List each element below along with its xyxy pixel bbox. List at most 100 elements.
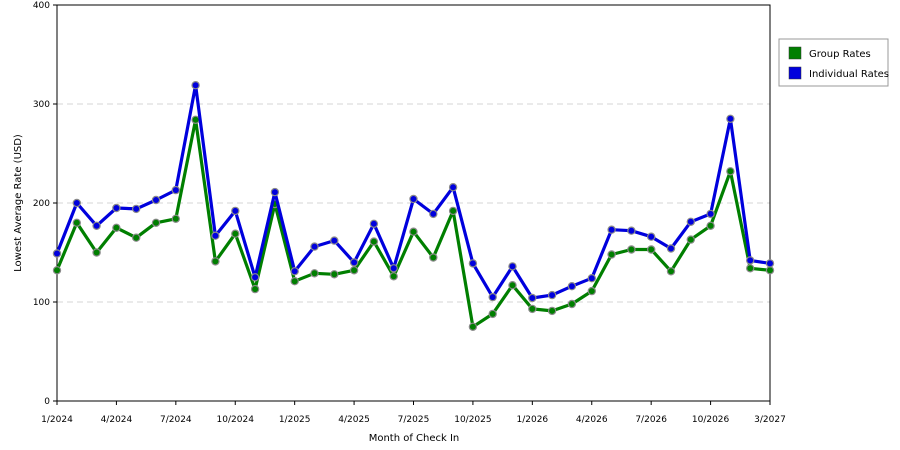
data-point-group-rates (171, 214, 180, 223)
y-tick-label: 0 (44, 397, 50, 407)
gridlines (57, 103, 770, 303)
data-point-individual-rates (706, 209, 715, 219)
data-point-individual-rates (191, 80, 200, 90)
x-tick-label: 7/2025 (398, 415, 430, 425)
x-tick-label: 7/2024 (160, 415, 192, 425)
data-point-individual-rates (112, 203, 121, 213)
x-tick-label: 7/2026 (635, 415, 667, 425)
x-tick-label: 10/2026 (692, 415, 730, 425)
x-tick-label: 1/2024 (41, 415, 73, 425)
data-point-group-rates (726, 167, 735, 176)
data-point-group-rates (647, 245, 656, 254)
legend-label-individual-rates: Individual Rates (809, 69, 889, 80)
series-individual-rates (52, 80, 775, 303)
data-point-individual-rates (171, 185, 180, 195)
y-tick-label: 200 (33, 199, 50, 209)
data-point-group-rates (508, 281, 517, 290)
data-point-individual-rates (211, 231, 220, 240)
data-point-group-rates (112, 223, 121, 232)
data-point-individual-rates (627, 226, 636, 235)
x-tick-label: 1/2025 (279, 415, 311, 425)
data-point-individual-rates (92, 221, 101, 230)
data-point-group-rates (765, 266, 775, 275)
data-point-group-rates (627, 245, 636, 254)
data-point-individual-rates (666, 244, 676, 253)
data-point-individual-rates (72, 198, 82, 208)
x-tick-label: 3/2027 (754, 415, 786, 425)
legend-swatch-individual-rates (788, 66, 802, 80)
data-point-individual-rates (409, 194, 418, 204)
data-point-group-rates (191, 115, 200, 125)
legend-swatch-group-rates (788, 46, 802, 60)
data-point-individual-rates (448, 182, 458, 192)
data-point-group-rates (231, 229, 240, 238)
data-point-group-rates (706, 221, 715, 230)
data-point-group-rates (131, 233, 141, 242)
data-point-individual-rates (508, 262, 517, 271)
x-tick-label: 10/2024 (217, 415, 255, 425)
data-point-group-rates (528, 304, 537, 314)
data-point-group-rates (567, 299, 577, 309)
x-tick-label: 4/2025 (338, 415, 370, 425)
data-point-individual-rates (647, 232, 656, 241)
data-point-group-rates (448, 206, 458, 216)
data-point-group-rates (250, 284, 260, 294)
x-tick-label: 1/2026 (516, 415, 548, 425)
data-point-group-rates (488, 309, 497, 319)
data-point-group-rates (409, 227, 418, 236)
data-point-group-rates (52, 266, 62, 275)
data-point-individual-rates (765, 259, 775, 268)
data-point-group-rates (330, 270, 339, 279)
series-lines (52, 80, 775, 331)
data-point-group-rates (587, 286, 597, 296)
data-point-group-rates (151, 218, 161, 227)
data-point-group-rates (211, 257, 220, 266)
data-point-individual-rates (369, 219, 379, 228)
legend: Group Rates Individual Rates (778, 38, 889, 87)
data-point-group-rates (607, 250, 616, 259)
data-point-individual-rates (686, 217, 696, 226)
data-point-individual-rates (528, 293, 537, 303)
y-tick-label: 100 (33, 298, 50, 308)
data-point-group-rates (686, 235, 696, 244)
data-point-individual-rates (607, 225, 616, 234)
data-point-group-rates (666, 267, 676, 276)
x-tick-label: 4/2026 (576, 415, 608, 425)
series-line-group-rates (55, 118, 772, 329)
axes: 0 100 200 300 400 1/2024 4/2024 7/2024 10/2024 1/… (33, 1, 786, 425)
data-point-individual-rates (52, 249, 62, 258)
legend-label-group-rates: Group Rates (809, 49, 871, 60)
data-point-group-rates (72, 218, 82, 227)
data-point-individual-rates (330, 236, 339, 245)
data-point-individual-rates (310, 242, 319, 251)
y-tick-label: 400 (33, 1, 50, 11)
data-point-group-rates (310, 269, 319, 278)
data-point-individual-rates (151, 195, 161, 205)
x-tick-label: 4/2024 (101, 415, 133, 425)
y-axis-title: Lowest Average Rate (USD) (13, 134, 24, 272)
data-point-individual-rates (231, 206, 240, 216)
data-point-individual-rates (567, 282, 577, 291)
x-axis-title: Month of Check In (369, 433, 460, 444)
data-point-individual-rates (290, 267, 299, 276)
data-point-group-rates (369, 237, 379, 246)
data-point-individual-rates (726, 114, 735, 124)
data-point-group-rates (468, 322, 478, 331)
data-point-group-rates (92, 248, 101, 257)
series-group-rates (52, 115, 775, 331)
data-point-individual-rates (746, 256, 755, 265)
data-point-individual-rates (349, 258, 359, 267)
data-point-individual-rates (587, 274, 597, 283)
data-point-group-rates (290, 277, 299, 286)
data-point-group-rates (349, 266, 359, 275)
data-point-individual-rates (488, 292, 497, 302)
data-point-individual-rates (389, 264, 398, 273)
y-tick-label: 300 (33, 100, 50, 110)
data-point-individual-rates (131, 204, 141, 214)
data-point-individual-rates (270, 187, 280, 197)
data-point-individual-rates (429, 209, 438, 219)
data-point-group-rates (547, 306, 557, 316)
series-line-individual-rates (55, 83, 772, 300)
data-point-individual-rates (468, 259, 478, 268)
